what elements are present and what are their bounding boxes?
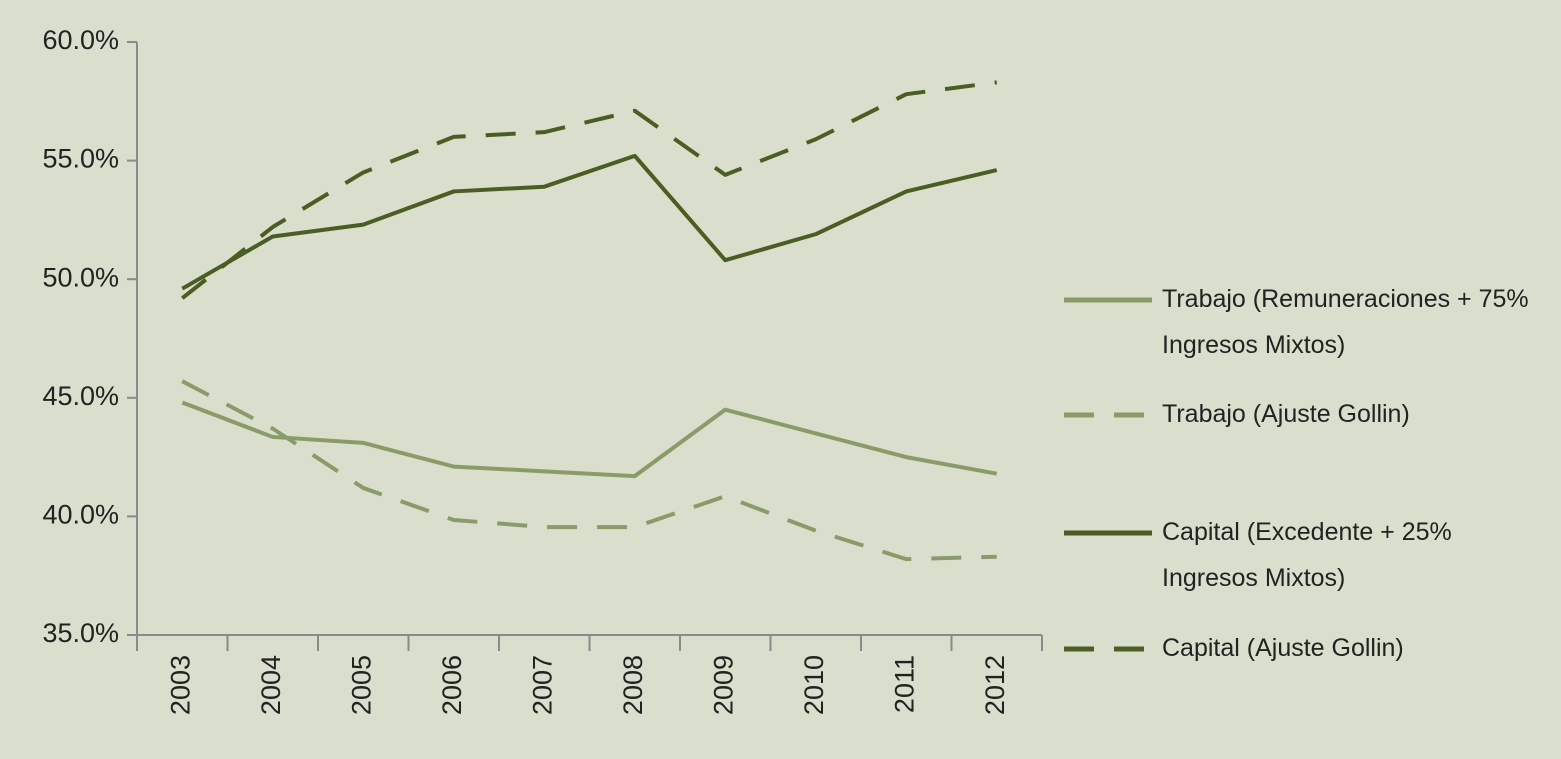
x-tick-label: 2007 xyxy=(527,655,557,715)
legend-swatch xyxy=(1064,646,1152,652)
legend-label: Capital (Excedente + 25% Ingresos Mixtos… xyxy=(1162,518,1452,592)
legend-label: Trabajo (Remuneraciones + 75% Ingresos M… xyxy=(1162,285,1529,359)
y-tick-label: 60.0% xyxy=(42,25,119,55)
legend-label: Trabajo (Ajuste Gollin) xyxy=(1162,400,1410,428)
x-tick-label: 2006 xyxy=(437,655,467,715)
x-tick-label: 2005 xyxy=(346,655,376,715)
legend-swatch xyxy=(1064,297,1152,303)
legend-swatch xyxy=(1064,412,1152,418)
x-tick-label: 2011 xyxy=(889,655,919,713)
legend-item: Capital (Ajuste Gollin) xyxy=(1062,625,1542,671)
legend-item: Trabajo (Remuneraciones + 75% Ingresos M… xyxy=(1062,276,1542,368)
series-line xyxy=(181,153,998,291)
legend-swatch xyxy=(1064,530,1152,536)
y-tick-label: 40.0% xyxy=(42,500,119,530)
legend-item: Capital (Excedente + 25% Ingresos Mixtos… xyxy=(1062,509,1542,601)
legend-label: Capital (Ajuste Gollin) xyxy=(1162,634,1404,662)
x-tick-label: 2003 xyxy=(165,655,195,715)
x-tick-label: 2004 xyxy=(256,655,286,715)
y-tick-label: 45.0% xyxy=(42,381,119,411)
y-tick-label: 50.0% xyxy=(42,262,119,292)
x-tick-label: 2010 xyxy=(799,655,829,715)
series-line xyxy=(181,400,998,479)
y-tick-label: 55.0% xyxy=(42,144,119,174)
legend-item: Trabajo (Ajuste Gollin) xyxy=(1062,391,1542,437)
x-tick-label: 2008 xyxy=(618,655,648,715)
series-line xyxy=(181,379,997,562)
x-tick-label: 2009 xyxy=(708,655,738,715)
y-tick-label: 35.0% xyxy=(42,618,119,648)
x-tick-label: 2012 xyxy=(980,655,1010,715)
series-line xyxy=(181,80,998,300)
